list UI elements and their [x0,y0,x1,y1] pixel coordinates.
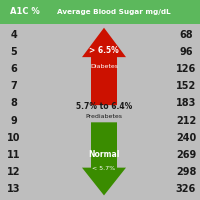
Text: 126: 126 [176,64,196,74]
Text: 96: 96 [179,47,193,57]
Text: 12: 12 [7,167,21,177]
Text: 5.7% to 6.4%: 5.7% to 6.4% [76,102,132,111]
Text: 4: 4 [11,30,17,40]
Text: 13: 13 [7,184,21,194]
FancyBboxPatch shape [0,0,200,24]
Text: 10: 10 [7,133,21,143]
Text: 9: 9 [11,116,17,126]
Text: Diabetes: Diabetes [90,64,118,69]
Text: Average Blood Sugar mg/dL: Average Blood Sugar mg/dL [57,9,171,15]
Text: 8: 8 [11,98,17,108]
Text: Prediabetes: Prediabetes [86,114,122,119]
Text: 269: 269 [176,150,196,160]
Text: 5: 5 [11,47,17,57]
Text: > 6.5%: > 6.5% [89,46,119,55]
Text: 240: 240 [176,133,196,143]
Text: 152: 152 [176,81,196,91]
Text: Normal: Normal [88,150,120,159]
Text: 212: 212 [176,116,196,126]
Text: 6: 6 [11,64,17,74]
Text: 7: 7 [11,81,17,91]
Text: 11: 11 [7,150,21,160]
Text: 326: 326 [176,184,196,194]
Polygon shape [82,28,126,105]
Text: 183: 183 [176,98,196,108]
Text: A1C %: A1C % [10,7,40,17]
Polygon shape [82,122,126,195]
Text: 298: 298 [176,167,196,177]
Text: 68: 68 [179,30,193,40]
Text: < 5.7%: < 5.7% [92,166,116,171]
